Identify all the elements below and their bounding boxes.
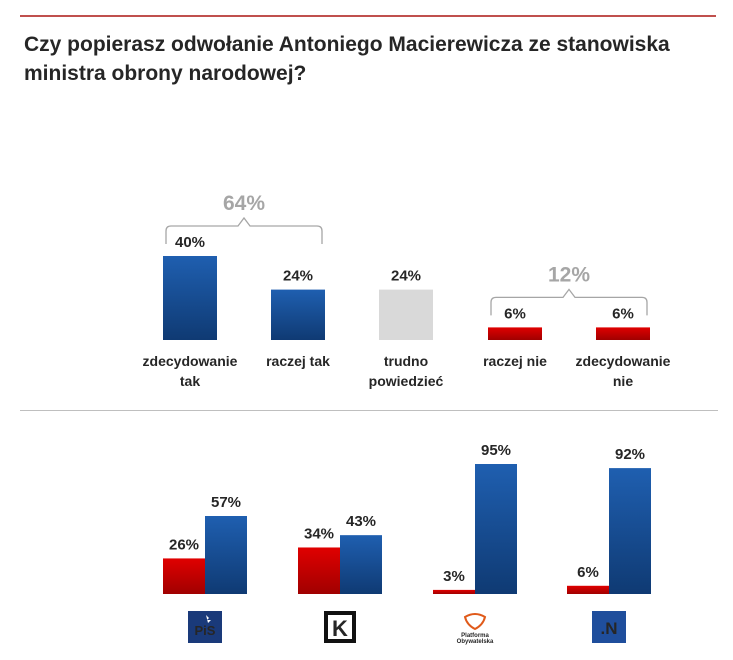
category-label-2-0: trudno xyxy=(384,353,428,369)
category-label-4-1: nie xyxy=(613,373,633,389)
overall-support-chart: 40% zdecydowanie tak 24% raczej tak 24% trudno… xyxy=(143,192,671,389)
value-label-tak-0: 57% xyxy=(211,494,241,511)
bar-1 xyxy=(271,289,325,340)
category-label-4-0: zdecydowanie xyxy=(576,353,671,369)
pis-logo-text: PiS xyxy=(195,623,216,638)
chart-title: Czy popierasz odwołanie Antoniego Macier… xyxy=(24,33,670,85)
category-label-0-0: zdecydowanie xyxy=(143,353,238,369)
value-label-tak-1: 43% xyxy=(346,513,376,530)
category-label-2-1: powiedzieć xyxy=(369,373,444,389)
value-label-1: 24% xyxy=(283,268,313,285)
bar-nie-3 xyxy=(567,585,609,594)
bar-2 xyxy=(379,289,433,340)
value-label-nie-1: 34% xyxy=(304,525,334,542)
value-label-nie-2: 3% xyxy=(443,568,465,585)
pis-logo: PiS xyxy=(188,611,222,643)
group-bracket-0 xyxy=(165,216,323,244)
group-total-1: 12% xyxy=(548,263,590,286)
bar-3 xyxy=(488,327,542,340)
value-label-nie-3: 6% xyxy=(577,564,599,581)
po-logo-text-1: Platforma xyxy=(461,633,489,639)
section-divider xyxy=(20,410,718,411)
nowoczesna-logo: .N xyxy=(592,611,626,643)
kukiz-logo-text: K xyxy=(332,616,348,641)
value-label-4: 6% xyxy=(612,305,634,322)
value-label-2: 24% xyxy=(391,268,421,285)
top-accent-line xyxy=(20,15,716,17)
category-label-3-0: raczej nie xyxy=(483,353,547,369)
bar-tak-1 xyxy=(340,535,382,594)
value-label-tak-2: 95% xyxy=(481,442,511,459)
value-label-0: 40% xyxy=(175,234,205,251)
group-bracket-1 xyxy=(490,288,648,316)
value-label-3: 6% xyxy=(504,305,526,322)
category-label-0-1: tak xyxy=(180,373,200,389)
value-label-nie-0: 26% xyxy=(169,536,199,553)
bar-nie-2 xyxy=(433,589,475,594)
bar-nie-0 xyxy=(163,558,205,594)
bar-nie-1 xyxy=(298,547,340,594)
category-label-1-0: raczej tak xyxy=(266,353,330,369)
bar-tak-2 xyxy=(475,464,517,594)
bar-4 xyxy=(596,327,650,340)
bar-0 xyxy=(163,256,217,340)
bar-tak-0 xyxy=(205,516,247,594)
po-logo-text-2: Obywatelska xyxy=(457,639,494,645)
nowoczesna-logo-text: .N xyxy=(601,619,618,638)
kukiz-logo: K xyxy=(324,611,356,643)
bar-tak-3 xyxy=(609,468,651,594)
value-label-tak-3: 92% xyxy=(615,446,645,463)
group-total-0: 64% xyxy=(223,192,265,215)
